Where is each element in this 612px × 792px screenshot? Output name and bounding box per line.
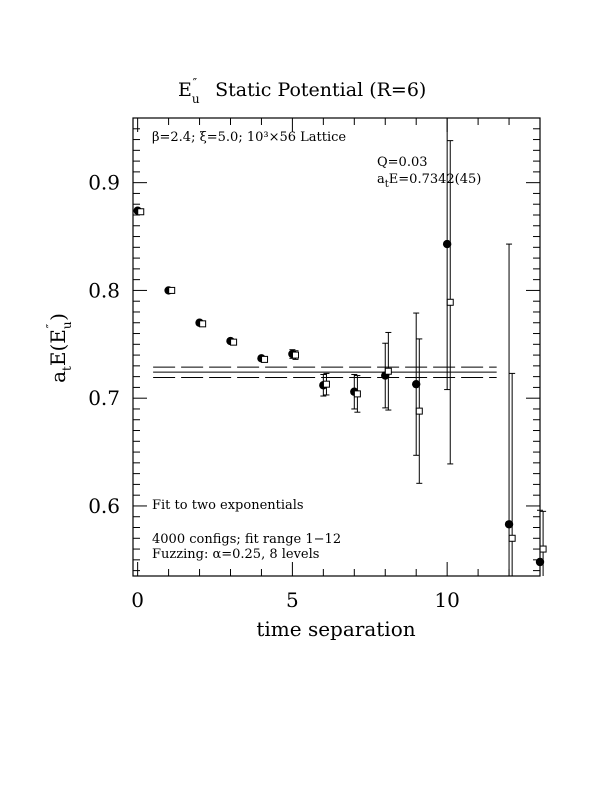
fit-prefix: a <box>377 172 385 187</box>
data-point-square <box>384 367 392 375</box>
y-axis-label: atE(Eu″) <box>44 313 74 383</box>
data-point-square <box>168 286 176 294</box>
title-symbol-sub: u <box>192 92 200 106</box>
y-label-t: t <box>60 366 74 371</box>
fit-sub: t <box>385 179 389 190</box>
tick-labels: 0.6 0.7 0.8 0.9 0 5 10 <box>88 171 460 612</box>
data-point-circle <box>504 520 514 529</box>
title-symbol-sup: ″ <box>193 76 198 90</box>
data-point-square <box>230 338 238 346</box>
y-tick-label: 0.9 <box>88 171 120 195</box>
y-tick-label: 0.8 <box>88 278 120 302</box>
x-tick-label: 5 <box>286 588 299 612</box>
data-point-square <box>415 407 423 415</box>
y-label-close: ) <box>46 313 70 321</box>
x-axis-label: time separation <box>256 617 415 641</box>
annotation-q: Q=0.03 <box>377 155 428 170</box>
fit-rest: E=0.7342(45) <box>389 172 482 187</box>
x-tick-label: 0 <box>131 588 144 612</box>
data-point-square <box>261 355 269 363</box>
x-tick-label: 10 <box>434 588 459 612</box>
data-point-square <box>446 298 454 306</box>
y-label-sub: u <box>60 321 74 329</box>
data-point-square <box>199 320 207 328</box>
data-point-square <box>137 208 145 216</box>
data-point-circle <box>442 239 452 249</box>
annotation-lattice: β=2.4; ξ=5.0; 10³×56 Lattice <box>152 130 346 145</box>
data-point-square <box>353 390 361 398</box>
annotation-fit-energy: atE=0.7342(45) <box>377 172 481 190</box>
annotation-configs: 4000 configs; fit range 1−12 <box>152 532 341 547</box>
data-point-square <box>539 545 547 553</box>
data-point-square <box>508 534 516 542</box>
data-point-circle <box>535 557 545 567</box>
y-label-rest: E(E <box>46 329 70 366</box>
annotation-fit-type: Fit to two exponentials <box>152 498 304 513</box>
data-point-square <box>322 380 330 388</box>
y-label-sup: ″ <box>44 323 58 328</box>
y-tick-label: 0.7 <box>88 386 120 410</box>
annotation-fuzzing: Fuzzing: α=0.25, 8 levels <box>152 547 319 562</box>
data-point-square <box>291 351 299 359</box>
title-symbol: E <box>178 79 192 101</box>
chart-title: Eu ″ Static Potential (R=6) <box>178 76 426 106</box>
title-text: Static Potential (R=6) <box>215 79 426 101</box>
fit-band <box>153 366 497 378</box>
axis-ticks <box>133 118 541 576</box>
data-points <box>133 206 547 567</box>
y-label-main: a <box>46 371 70 383</box>
data-point-circle <box>411 379 421 389</box>
y-tick-label: 0.6 <box>88 494 120 518</box>
plot-frame <box>132 117 541 577</box>
